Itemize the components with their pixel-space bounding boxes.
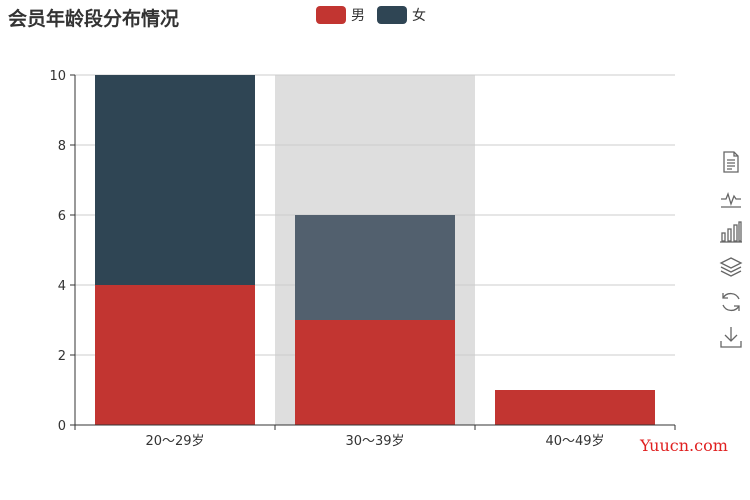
bar-male-2[interactable] [495, 390, 655, 425]
bar-male-0[interactable] [95, 285, 255, 425]
chart-title: 会员年龄段分布情况 [8, 8, 180, 30]
restore-icon [722, 292, 740, 312]
y-tick-label: 4 [58, 279, 66, 294]
bar-chart-icon [720, 221, 742, 243]
y-tick-label: 2 [58, 349, 66, 364]
legend-label-male: 男 [351, 8, 365, 24]
restore-button[interactable] [719, 290, 743, 314]
legend-label-female: 女 [412, 8, 426, 24]
x-tick-label: 20～29岁 [145, 434, 204, 449]
toolbox [719, 150, 743, 360]
legend: 男 女 [316, 5, 438, 25]
legend-item-male[interactable]: 男 [316, 5, 365, 25]
stack-icon [719, 257, 743, 277]
y-tick-label: 8 [58, 139, 66, 154]
line-chart-button[interactable] [719, 185, 743, 209]
data-view-button[interactable] [719, 150, 743, 174]
bar-female-0[interactable] [95, 75, 255, 285]
legend-swatch-male [316, 6, 346, 24]
y-tick-label: 10 [49, 69, 66, 84]
line-chart-icon [721, 192, 741, 208]
stack-button[interactable] [719, 255, 743, 279]
watermark-text: Yuucn.com [640, 436, 728, 455]
save-image-button[interactable] [719, 325, 743, 349]
bar-chart-button[interactable] [719, 220, 743, 244]
data-view-icon [723, 151, 739, 173]
save-image-icon [720, 327, 742, 348]
bar-male-1[interactable] [295, 320, 455, 425]
legend-item-female[interactable]: 女 [377, 5, 426, 25]
y-tick-label: 6 [58, 209, 66, 224]
bar-female-1[interactable] [295, 215, 455, 320]
y-tick-label: 0 [58, 419, 66, 434]
legend-swatch-female [377, 6, 407, 24]
x-tick-label: 40～49岁 [545, 434, 604, 449]
x-tick-label: 30～39岁 [345, 434, 404, 449]
